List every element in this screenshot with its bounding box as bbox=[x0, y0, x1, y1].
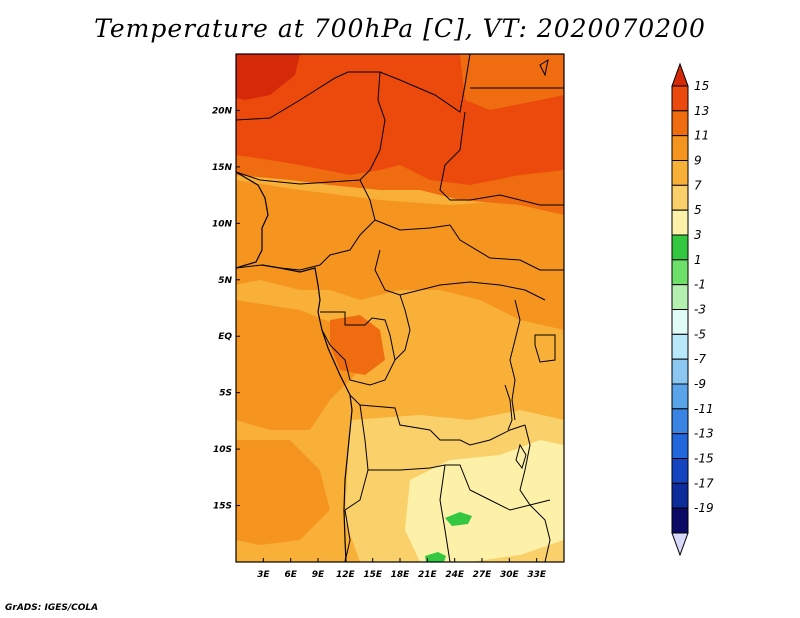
lon-tick-label: 30E bbox=[500, 570, 520, 580]
lon-tick-label: 12E bbox=[336, 570, 356, 580]
field-sw-orange-2 bbox=[236, 440, 330, 545]
colorbar-swatch bbox=[671, 184, 689, 211]
colorbar-label: -5 bbox=[694, 327, 706, 341]
field-green-patch-1 bbox=[445, 512, 472, 526]
lon-tick-label: 9E bbox=[312, 570, 325, 580]
border-line-6 bbox=[374, 219, 564, 271]
colorbar-label: 3 bbox=[694, 228, 702, 242]
lake-outline-1 bbox=[504, 384, 513, 431]
colorbar-swatch bbox=[671, 234, 689, 261]
lat-tick-label: 20N bbox=[212, 106, 233, 116]
colorbar-label: 9 bbox=[694, 154, 702, 168]
lon-tick-label: 18E bbox=[391, 570, 411, 580]
colorbar-swatch bbox=[671, 408, 689, 435]
border-line-10 bbox=[349, 394, 526, 446]
field-north-red-orange bbox=[236, 54, 564, 185]
lat-tick-label: 15S bbox=[213, 502, 232, 512]
colorbar-label: 7 bbox=[694, 178, 702, 192]
colorbar-swatch bbox=[671, 433, 689, 459]
colorbar-label: -11 bbox=[694, 402, 714, 416]
lake-outline-2 bbox=[515, 443, 527, 470]
border-line-8 bbox=[320, 311, 396, 386]
colorbar-label: -13 bbox=[694, 427, 714, 441]
border-line-13 bbox=[439, 464, 451, 562]
colorbar-top-arrow bbox=[671, 62, 689, 87]
colorbar-label: 11 bbox=[694, 129, 709, 143]
longitude-ticks: 3E 6E 9E 12E 15E 18E 21E 24E 27E 30E 33E bbox=[257, 558, 547, 580]
colorbar-swatch bbox=[671, 507, 689, 534]
colorbar-swatch bbox=[671, 458, 689, 484]
footer-credit: GrADS: IGES/COLA bbox=[5, 603, 99, 613]
lake-outline-3 bbox=[539, 58, 549, 77]
lat-tick-label: 10S bbox=[213, 445, 232, 455]
colorbar-swatch bbox=[671, 358, 689, 385]
colorbar-swatch bbox=[671, 160, 689, 186]
lon-tick-label: 33E bbox=[527, 570, 547, 580]
colorbar-swatch bbox=[671, 259, 689, 286]
lat-tick-label: 5S bbox=[219, 389, 232, 399]
country-borders bbox=[236, 54, 564, 562]
colorbar-swatch bbox=[671, 333, 689, 360]
lon-tick-label: 24E bbox=[445, 570, 465, 580]
colorbar-label: 15 bbox=[694, 79, 709, 93]
lat-tick-label: EQ bbox=[218, 332, 232, 342]
colorbar-swatch bbox=[671, 110, 689, 137]
lon-tick-label: 15E bbox=[363, 570, 383, 580]
temperature-field bbox=[236, 54, 564, 562]
field-northwest-deep-red bbox=[236, 54, 300, 100]
chart-title: Temperature at 700hPa [C], VT: 202007020… bbox=[94, 14, 706, 43]
colorbar-swatch bbox=[671, 135, 689, 162]
colorbar: 15 13 11 9 7 5 3 1 -1 -3 -5 -7 -9 -11 -13 -15 -17 -19 bbox=[671, 62, 714, 557]
colorbar-label: -9 bbox=[694, 377, 706, 391]
border-line-16 bbox=[509, 299, 521, 421]
colorbar-label: 1 bbox=[694, 253, 702, 267]
colorbar-label: 5 bbox=[694, 203, 702, 217]
colorbar-swatch bbox=[671, 284, 689, 310]
border-line-12 bbox=[368, 464, 551, 511]
colorbar-label: -17 bbox=[694, 476, 714, 490]
colorbar-label: -1 bbox=[694, 278, 706, 292]
colorbar-swatch bbox=[671, 482, 689, 509]
border-line-4 bbox=[439, 111, 564, 206]
colorbar-swatch bbox=[671, 309, 689, 335]
colorbar-swatch bbox=[671, 383, 689, 410]
lon-tick-label: 6E bbox=[284, 570, 297, 580]
field-green-patch-2 bbox=[425, 552, 446, 562]
colorbar-label: -19 bbox=[694, 501, 714, 515]
colorbar-label: 13 bbox=[694, 104, 709, 118]
colorbar-label: -3 bbox=[694, 303, 706, 317]
coastline bbox=[235, 171, 353, 563]
border-line-9 bbox=[394, 294, 411, 361]
colorbar-label: -15 bbox=[694, 452, 714, 466]
border-line-14 bbox=[344, 509, 351, 562]
lat-tick-label: 10N bbox=[212, 219, 233, 229]
colorbar-swatch bbox=[671, 85, 689, 112]
colorbar-swatch bbox=[671, 209, 689, 236]
colorbar-bottom-arrow bbox=[671, 532, 689, 557]
colorbar-label: -7 bbox=[694, 352, 706, 366]
lon-tick-label: 27E bbox=[473, 570, 493, 580]
lon-tick-label: 3E bbox=[257, 570, 270, 580]
lat-tick-label: 5N bbox=[218, 276, 232, 286]
field-southwest-orange bbox=[236, 300, 360, 430]
field-central-orange bbox=[236, 180, 564, 330]
latitude-ticks: 20N 15N 10N 5N EQ 5S 10S 15S bbox=[212, 106, 240, 512]
lon-tick-label: 21E bbox=[418, 570, 438, 580]
field-congo-dark-orange bbox=[330, 315, 385, 375]
lat-tick-label: 15N bbox=[212, 163, 233, 173]
border-line-15 bbox=[519, 424, 551, 562]
border-line-7 bbox=[374, 249, 546, 301]
border-line-17 bbox=[534, 334, 556, 363]
